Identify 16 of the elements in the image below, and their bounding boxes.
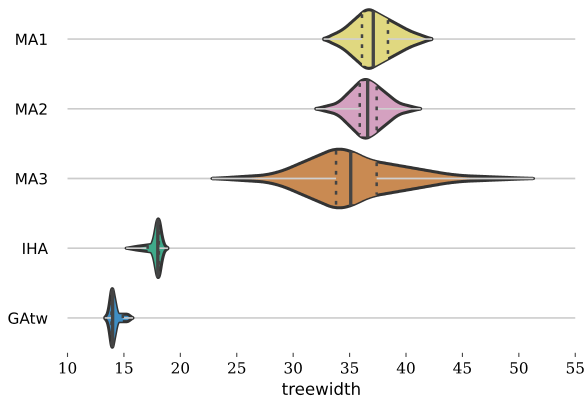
x-tick-label: 20 [172,362,190,374]
x-tick-label: 10 [60,362,76,374]
x-tick-label: 30 [284,362,302,374]
x-tick-label: 15 [116,362,132,374]
x-tick-label: 25 [228,362,246,374]
x-axis-title: treewidth [282,382,360,396]
x-tick-label: 50 [510,362,528,374]
y-tick-label: GAtw [8,312,48,324]
x-tick-label: 40 [396,362,415,374]
y-tick-label: MA3 [16,172,47,185]
x-tick-label: 35 [341,362,358,374]
y-tick-label: MA1 [16,34,47,45]
y-tick-label: IHA [23,242,48,254]
x-tick-label: 45 [453,362,471,374]
y-tick-label: MA2 [16,103,47,115]
x-tick-label: 55 [566,362,584,374]
